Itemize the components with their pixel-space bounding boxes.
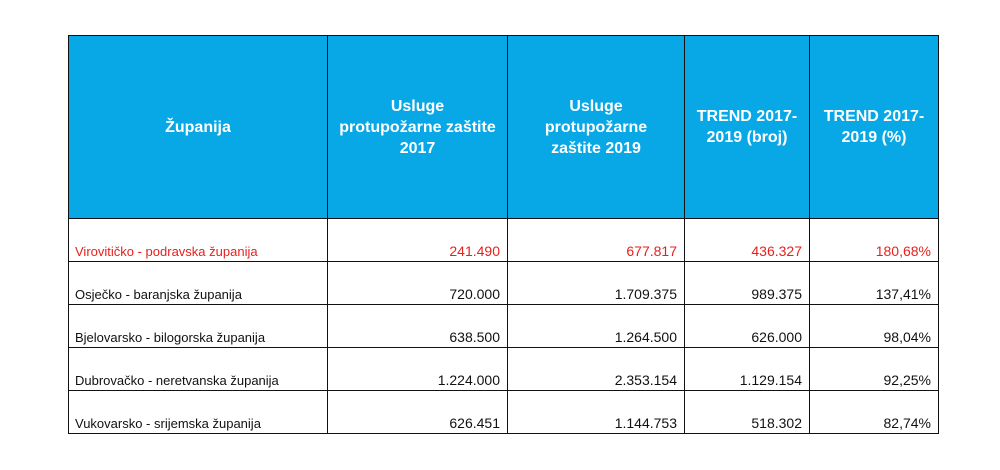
table-row: Bjelovarsko - bilogorska županija 638.50… <box>68 304 939 348</box>
table-header-row: Županija Usluge protupožarne zaštite 201… <box>68 35 939 219</box>
cell-county: Virovitičko - podravska županija <box>68 218 328 262</box>
header-trend-count: TREND 2017-2019 (broj) <box>684 35 810 219</box>
cell-trend-count: 518.302 <box>684 390 810 434</box>
cell-county: Dubrovačko - neretvanska županija <box>68 347 328 391</box>
cell-trend-count: 436.327 <box>684 218 810 262</box>
cell-trend-percent: 92,25% <box>809 347 939 391</box>
cell-trend-percent: 137,41% <box>809 261 939 305</box>
cell-services-2017: 626.451 <box>327 390 508 434</box>
county-fire-protection-table: Županija Usluge protupožarne zaštite 201… <box>68 35 939 434</box>
header-services-2019: Usluge protupožarne zaštite 2019 <box>507 35 685 219</box>
cell-trend-percent: 82,74% <box>809 390 939 434</box>
cell-services-2019: 2.353.154 <box>507 347 685 391</box>
cell-services-2019: 1.709.375 <box>507 261 685 305</box>
cell-services-2019: 1.144.753 <box>507 390 685 434</box>
header-services-2017: Usluge protupožarne zaštite 2017 <box>327 35 508 219</box>
cell-services-2017: 720.000 <box>327 261 508 305</box>
table-row: Osječko - baranjska županija 720.000 1.7… <box>68 261 939 305</box>
table-row: Vukovarsko - srijemska županija 626.451 … <box>68 390 939 434</box>
cell-trend-count: 989.375 <box>684 261 810 305</box>
header-county: Županija <box>68 35 328 219</box>
cell-services-2017: 638.500 <box>327 304 508 348</box>
cell-services-2017: 1.224.000 <box>327 347 508 391</box>
cell-county: Vukovarsko - srijemska županija <box>68 390 328 434</box>
cell-services-2017: 241.490 <box>327 218 508 262</box>
cell-trend-percent: 180,68% <box>809 218 939 262</box>
table-row: Dubrovačko - neretvanska županija 1.224.… <box>68 347 939 391</box>
cell-county: Osječko - baranjska županija <box>68 261 328 305</box>
header-trend-percent: TREND 2017-2019 (%) <box>809 35 939 219</box>
cell-trend-count: 626.000 <box>684 304 810 348</box>
table-row: Virovitičko - podravska županija 241.490… <box>68 218 939 262</box>
cell-trend-count: 1.129.154 <box>684 347 810 391</box>
cell-services-2019: 1.264.500 <box>507 304 685 348</box>
cell-county: Bjelovarsko - bilogorska županija <box>68 304 328 348</box>
cell-services-2019: 677.817 <box>507 218 685 262</box>
cell-trend-percent: 98,04% <box>809 304 939 348</box>
